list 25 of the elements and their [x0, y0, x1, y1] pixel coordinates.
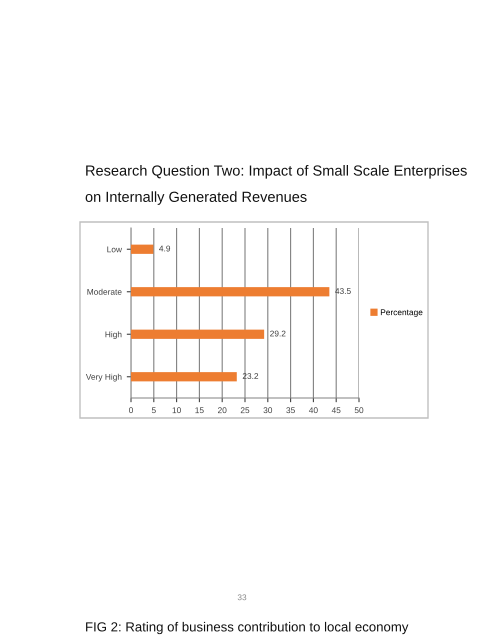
x-tick-label: 45: [332, 407, 340, 414]
bar: [131, 330, 264, 339]
x-tick-label: 40: [308, 407, 318, 414]
x-tick-label: 20: [218, 407, 227, 414]
x-tick-label: 15: [195, 407, 204, 414]
legend-label: Percentage: [380, 309, 422, 317]
text: 33: [238, 594, 246, 600]
bar: [131, 372, 237, 382]
x-tick-label: 0: [129, 407, 133, 414]
y-tick-label: High: [106, 331, 122, 339]
chart-title: Research Question Two: Impact of Small Scale Enterprises on Internally Generated Revenues: [86, 165, 467, 205]
bar: [131, 287, 330, 296]
x-tick-label: 35: [286, 407, 295, 414]
y-tick-label: Moderate: [87, 288, 122, 295]
x-tick-label: 10: [172, 407, 181, 414]
y-tick-label: Low: [107, 246, 122, 252]
x-tick-label: 25: [240, 407, 250, 414]
data-label: 29.2: [270, 330, 286, 336]
bar: [131, 244, 154, 254]
caption: FIG 2: Rating of business contribution to local economy: [86, 622, 408, 634]
data-label: 4.9: [159, 246, 170, 252]
x-tick-label: 50: [354, 407, 364, 414]
x-tick-label: 5: [152, 407, 156, 414]
y-tick-label: Very High: [86, 374, 122, 382]
x-tick-label: 30: [263, 407, 272, 414]
